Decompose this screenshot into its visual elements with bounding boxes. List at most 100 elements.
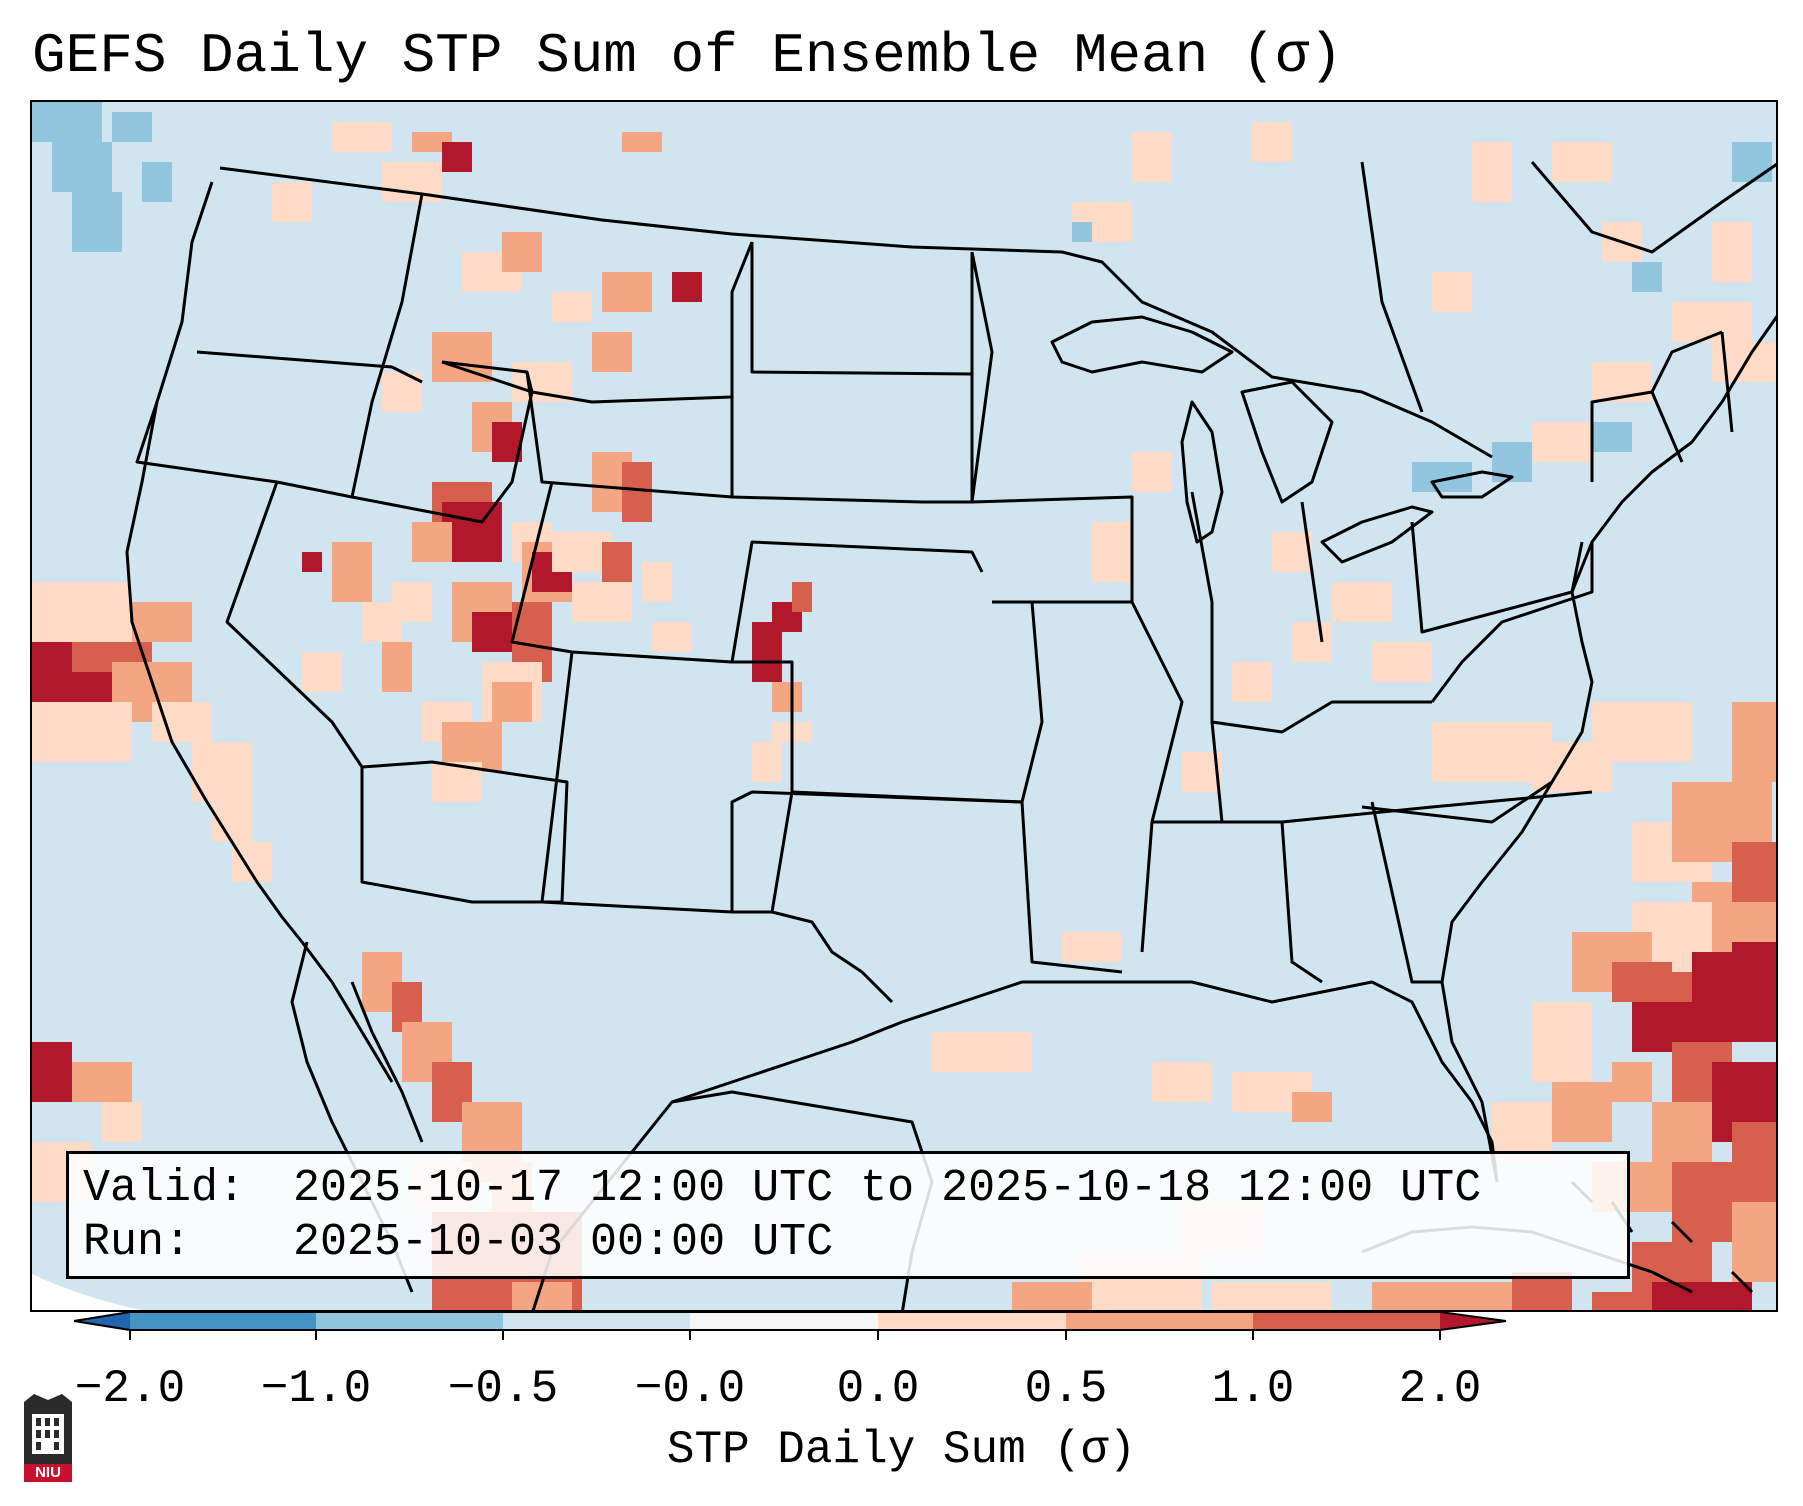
anomaly-cell: [652, 622, 692, 652]
anomaly-cell: [442, 142, 472, 172]
state-borders: [125, 161, 1776, 1310]
anomaly-cell: [382, 642, 412, 692]
lake-ontario: [1430, 470, 1514, 499]
colorbar-label: STP Daily Sum (σ): [666, 1424, 1137, 1476]
valid-row: Valid: 2025-10-17 12:00 UTC to 2025-10-18…: [83, 1162, 1613, 1216]
anomaly-cell: [1732, 942, 1776, 1042]
anomaly-cell: [392, 582, 432, 622]
anomaly-cell: [302, 652, 342, 692]
anomaly-cell: [302, 552, 322, 572]
anomaly-cell: [592, 332, 632, 372]
anomaly-cell: [32, 102, 102, 142]
anomaly-cell: [32, 702, 132, 762]
anomaly-cell: [1552, 1082, 1612, 1142]
colorbar-bin: [316, 1312, 503, 1330]
anomaly-cell: [1012, 1282, 1092, 1310]
run-row: Run: 2025-10-03 00:00 UTC: [83, 1216, 1613, 1270]
anomaly-cell: [1632, 262, 1662, 292]
anomaly-cell: [1652, 1282, 1752, 1310]
anomaly-cell: [1532, 1002, 1592, 1082]
anomaly-cell: [1232, 662, 1272, 702]
anomaly-cell: [1712, 222, 1752, 282]
anomaly-cell: [502, 232, 542, 272]
colorbar-bin: [1253, 1312, 1440, 1330]
anomaly-cell: [52, 142, 112, 192]
anomaly-cell: [142, 162, 172, 202]
colorbar-bin: [878, 1312, 1066, 1330]
map-panel: [30, 100, 1778, 1312]
anomaly-cell: [792, 582, 812, 612]
anomaly-cell: [642, 562, 672, 602]
colorbar-tick-label: −0.0: [634, 1363, 746, 1415]
anomaly-cell: [272, 182, 312, 222]
anomaly-cell: [932, 1032, 1032, 1072]
valid-value: 2025-10-17 12:00 UTC to 2025-10-18 12:00…: [293, 1163, 1482, 1214]
anomaly-cell: [1552, 142, 1612, 182]
anomaly-cell: [472, 612, 512, 652]
lake-michigan: [1180, 400, 1224, 544]
colorbar-tick-label: −1.0: [260, 1363, 372, 1415]
niu-logo-text: NIU: [35, 1464, 61, 1481]
anomaly-cell: [332, 122, 392, 152]
colorbar-tick-label: 2.0: [1398, 1363, 1482, 1415]
colorbar-bin: [503, 1312, 690, 1330]
anomaly-cell: [1592, 702, 1692, 762]
niu-logo: [24, 1394, 72, 1482]
anomaly-cell: [1732, 842, 1776, 902]
anomaly-cell: [1732, 142, 1772, 182]
anomaly-cell: [1732, 1202, 1776, 1282]
anomaly-cell: [752, 742, 782, 782]
anomaly-cell: [72, 1062, 132, 1102]
anomaly-cell: [72, 192, 122, 252]
colorbar-extend-low: [74, 1312, 130, 1330]
anomaly-cell: [1672, 1162, 1732, 1242]
colorbar: [73, 1311, 1507, 1340]
anomaly-cell: [622, 132, 662, 152]
anomaly-cell: [1132, 132, 1172, 182]
anomaly-cell: [1152, 1062, 1212, 1102]
lake-superior: [1050, 315, 1234, 374]
colorbar-tick-label: 1.0: [1211, 1363, 1295, 1415]
anomaly-cell: [772, 682, 802, 712]
anomaly-cell: [432, 332, 492, 382]
anomaly-cell: [1272, 532, 1312, 572]
anomaly-cell: [102, 1102, 142, 1142]
anomaly-cell: [1612, 1062, 1652, 1102]
colorbar-bin: [1066, 1312, 1253, 1330]
anomaly-cell: [1292, 1092, 1332, 1122]
anomaly-cell: [1092, 522, 1132, 582]
anomaly-cell: [32, 582, 132, 642]
anomaly-cell: [492, 682, 532, 722]
anomaly-cell: [622, 462, 652, 522]
anomaly-cell: [332, 542, 372, 602]
colorbar-tick-label: 0.0: [836, 1363, 920, 1415]
valid-label: Valid:: [83, 1163, 246, 1214]
anomaly-cell: [1072, 222, 1092, 242]
anomaly-cell: [1592, 422, 1632, 452]
anomaly-cell: [1432, 272, 1472, 312]
anomaly-cell: [1062, 932, 1122, 962]
run-label: Run:: [83, 1217, 192, 1268]
anomaly-cell: [552, 292, 592, 322]
anomaly-cell: [1652, 1102, 1712, 1162]
field-background: [32, 102, 1776, 1310]
anomaly-cell: [1472, 142, 1512, 202]
anomaly-cell: [412, 522, 452, 562]
outside-domain: [32, 1274, 142, 1310]
anomaly-cell: [1252, 122, 1292, 162]
anomaly-cell: [1592, 1292, 1652, 1310]
colorbar-bin: [690, 1312, 878, 1330]
colorbar-tick-label: −0.5: [447, 1363, 559, 1415]
anomaly-cell: [672, 272, 702, 302]
anomaly-cell: [1212, 1282, 1332, 1310]
anomaly-cell: [112, 112, 152, 142]
gulf-coast: [671, 980, 1499, 1183]
anomaly-cell: [1292, 622, 1332, 662]
colorbar-tick-label: 0.5: [1024, 1363, 1108, 1415]
anomaly-cell: [1592, 362, 1652, 402]
anomaly-cell: [1372, 642, 1432, 682]
anomaly-cell: [32, 1042, 72, 1102]
anomaly-cell: [1372, 1282, 1432, 1310]
anomaly-cell: [1332, 582, 1392, 622]
anomaly-cell: [572, 582, 632, 622]
